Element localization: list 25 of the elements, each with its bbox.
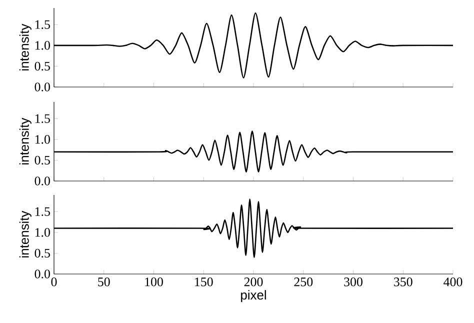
x-tick-label: 350	[394, 278, 412, 286]
y-tick-label: 0.0	[34, 176, 50, 186]
x-tick-label: 300	[344, 278, 362, 286]
y-axis-title: intensity	[19, 24, 32, 70]
y-tick-label: 1.5	[35, 20, 50, 29]
y-tick-label: 0.0	[34, 270, 50, 278]
y-tick-label: 1.0	[35, 41, 50, 50]
y-tick-label: 0.5	[34, 156, 50, 165]
y-tick-label: 1.5	[35, 114, 50, 123]
y-tick-label: 0.0	[34, 82, 50, 92]
y-axis-title: intensity	[19, 210, 32, 258]
y-tick-label: 1.5	[35, 207, 50, 216]
x-tick-label: 250	[294, 278, 313, 286]
x-tick-label: 400	[444, 278, 462, 286]
y-axis-title: intensity	[19, 118, 32, 164]
y-tick-label: 0.5	[34, 62, 50, 71]
x-tick-label: 100	[145, 278, 163, 286]
y-tick-label: 1.0	[35, 135, 50, 144]
x-tick-label: 150	[195, 278, 213, 286]
x-tick-label: 200	[244, 278, 263, 286]
x-tick-label: 0	[51, 278, 57, 286]
y-tick-label: 0.5	[34, 248, 50, 258]
x-tick-label: 50	[98, 278, 110, 286]
y-tick-label: 1.0	[35, 228, 50, 237]
x-axis-title: pixel	[241, 290, 266, 302]
